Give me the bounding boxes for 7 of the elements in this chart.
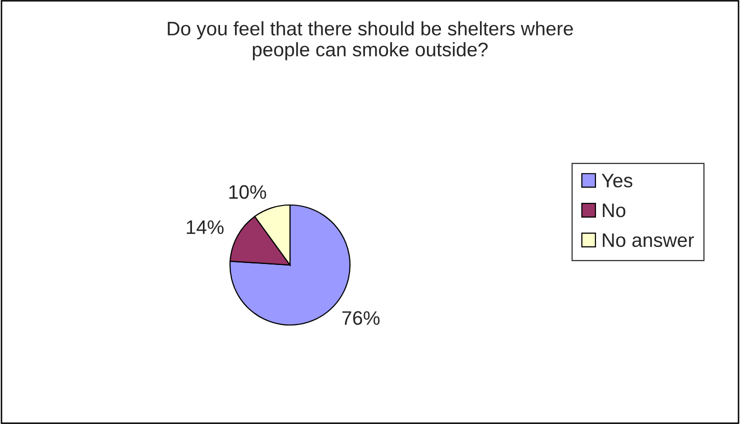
legend-label: Yes	[602, 174, 632, 188]
data-label: 10%	[229, 185, 266, 199]
data-label: 14%	[186, 220, 224, 234]
data-label: 76%	[342, 311, 380, 325]
chart-title: Do you feel that there should be shelters where people can smoke outside?	[168, 21, 573, 60]
legend-label: No	[602, 204, 626, 218]
legend-label: No answer	[602, 233, 694, 248]
